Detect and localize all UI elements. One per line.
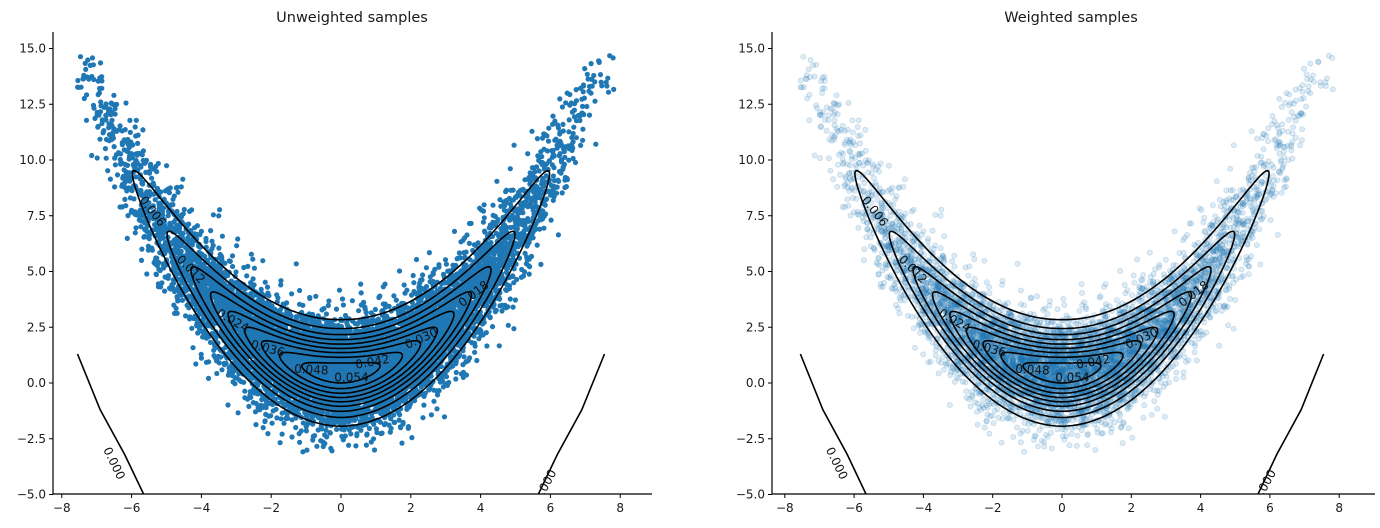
panel-title: Unweighted samples: [276, 10, 428, 26]
contour-label: 0.000: [823, 445, 851, 482]
x-tick-label: 0: [337, 501, 345, 515]
x-tick-label: 2: [1127, 501, 1135, 515]
x-tick-label: −4: [193, 501, 211, 515]
y-tick-label: 12.5: [738, 97, 765, 111]
y-tick-label: 7.5: [27, 209, 46, 223]
y-tick-label: 2.5: [27, 320, 46, 334]
axes: −8 −6 −4 −2 0 2 4 6 8 −5.0 −2.5 0.0 2.5 5.0 7.5 10.0 12.…: [736, 32, 1375, 515]
panel-title: Weighted samples: [1004, 10, 1138, 26]
y-tick-label: 5.0: [746, 265, 765, 279]
contour-label: 0.000: [531, 467, 559, 504]
y-tick-label: −2.5: [17, 432, 46, 446]
y-tick-label: −2.5: [736, 432, 765, 446]
contour-label: 0.000: [1250, 467, 1278, 504]
panel-weighted-samples: Weighted samples 0.0000.0000.0060.0120.0…: [736, 10, 1375, 515]
x-tick-label: 0: [1058, 501, 1066, 515]
y-tick-label: 10.0: [19, 153, 46, 167]
contour-label: 0.048: [1015, 362, 1050, 378]
x-tick-label: 6: [547, 501, 555, 515]
contour-label: 0.054: [334, 370, 368, 384]
scatter-points: [75, 53, 617, 455]
axes: −8 −6 −4 −2 0 2 4 6 8 −5.0 −2.5 0.0 2.5 5.0 7.5 10.0 12.…: [17, 32, 652, 515]
y-tick-label: 12.5: [19, 97, 46, 111]
y-tick-label: 15.0: [738, 42, 765, 56]
x-tick-label: 8: [616, 501, 624, 515]
x-tick-label: 2: [407, 501, 415, 515]
x-tick-label: 4: [477, 501, 485, 515]
x-tick-label: −6: [123, 501, 141, 515]
contour-label: 0.042: [1075, 352, 1111, 372]
x-tick-label: 6: [1266, 501, 1274, 515]
contour-label: 0.054: [1055, 370, 1089, 384]
contour-label: 0.042: [354, 352, 390, 372]
x-tick-label: −8: [53, 501, 71, 515]
y-tick-label: 0.0: [27, 376, 46, 390]
scatter-points: [797, 52, 1336, 455]
x-tick-label: −8: [776, 501, 794, 515]
y-tick-label: 5.0: [27, 265, 46, 279]
y-tick-label: −5.0: [17, 488, 46, 502]
y-tick-label: −5.0: [736, 488, 765, 502]
x-tick-label: 4: [1197, 501, 1205, 515]
x-tick-label: 8: [1335, 501, 1343, 515]
contour-label: 0.048: [294, 362, 329, 378]
x-tick-label: −6: [845, 501, 863, 515]
y-tick-label: 10.0: [738, 153, 765, 167]
panel-unweighted-samples: Unweighted samples 0.0000.0000.0060.0120…: [17, 10, 652, 515]
y-tick-label: 0.0: [746, 376, 765, 390]
contour-label: 0.000: [100, 445, 128, 482]
y-tick-label: 2.5: [746, 320, 765, 334]
y-tick-label: 15.0: [19, 42, 46, 56]
x-tick-label: −2: [984, 501, 1002, 515]
y-tick-label: 7.5: [746, 209, 765, 223]
x-tick-label: −4: [915, 501, 933, 515]
x-tick-label: −2: [262, 501, 280, 515]
